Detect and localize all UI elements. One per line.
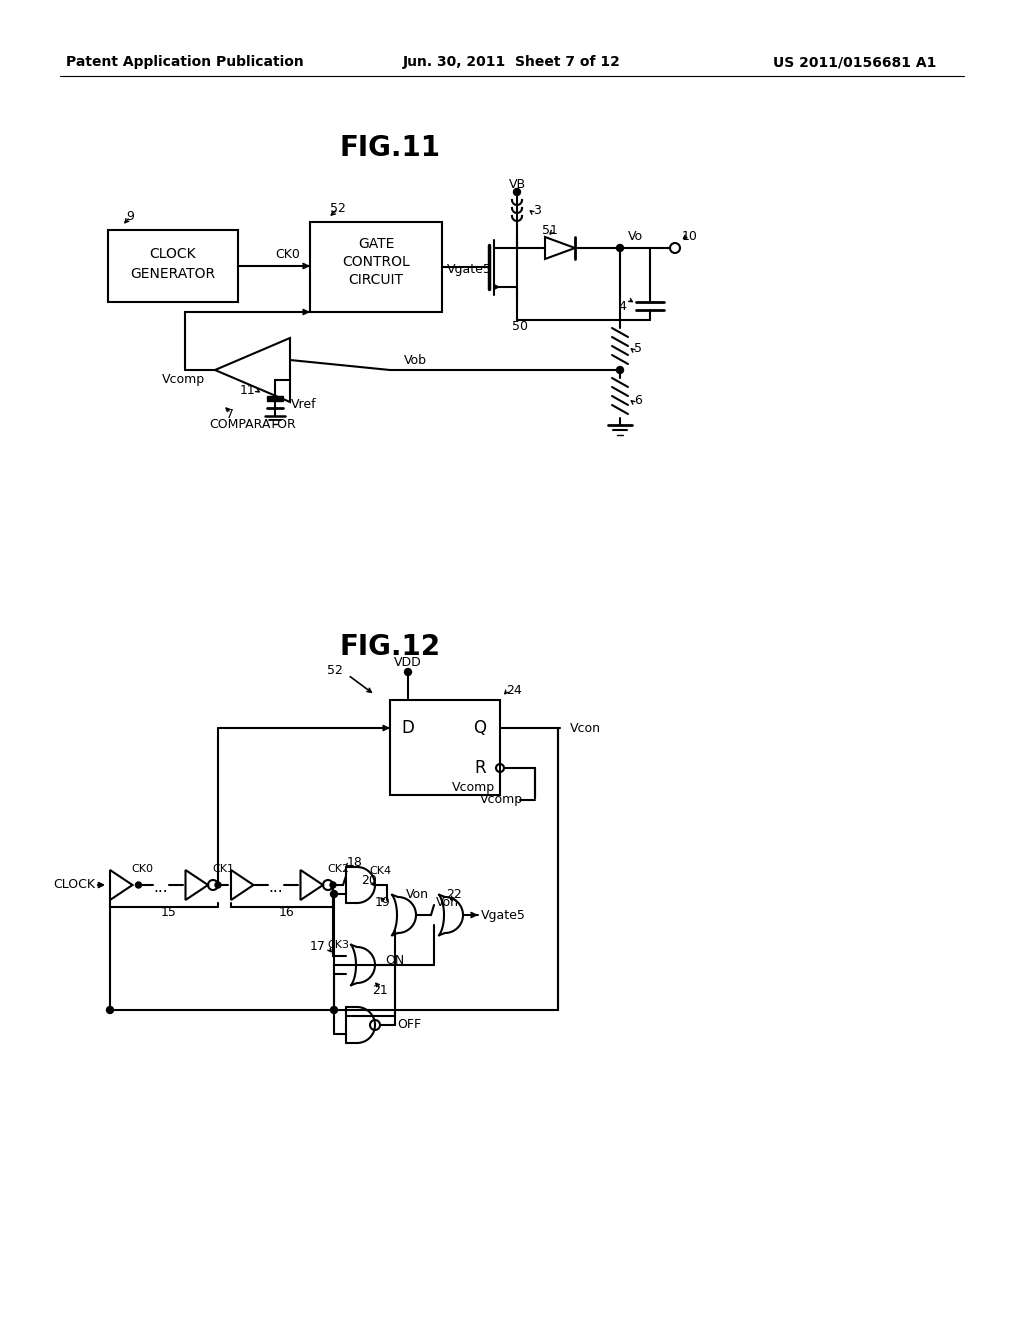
Text: R: R <box>474 759 485 777</box>
Text: 11: 11 <box>240 384 255 397</box>
Text: CK1: CK1 <box>212 865 234 874</box>
Circle shape <box>616 367 624 374</box>
Text: US 2011/0156681 A1: US 2011/0156681 A1 <box>773 55 937 69</box>
Text: CK0: CK0 <box>275 248 300 261</box>
Circle shape <box>106 1006 114 1014</box>
Text: 50: 50 <box>512 321 528 334</box>
Text: 51: 51 <box>542 223 558 236</box>
Text: 4: 4 <box>618 300 626 313</box>
Text: VB: VB <box>509 178 525 191</box>
Text: Vcon: Vcon <box>570 722 601 734</box>
Text: 19: 19 <box>375 896 391 909</box>
Text: Q: Q <box>473 719 486 737</box>
Text: CK0: CK0 <box>131 865 154 874</box>
Text: Vref: Vref <box>291 397 316 411</box>
Text: CK3: CK3 <box>327 940 349 950</box>
Text: Vo: Vo <box>628 231 643 243</box>
Circle shape <box>404 668 412 676</box>
Text: CLOCK: CLOCK <box>53 879 95 891</box>
Text: Vob: Vob <box>403 355 427 367</box>
Text: ON: ON <box>385 953 404 966</box>
Circle shape <box>135 882 141 888</box>
Circle shape <box>513 189 520 195</box>
Bar <box>310 222 442 312</box>
Text: Vgate5: Vgate5 <box>481 908 526 921</box>
Text: 16: 16 <box>280 907 295 920</box>
Text: Vcomp: Vcomp <box>480 793 523 807</box>
Text: D: D <box>401 719 415 737</box>
Text: 52: 52 <box>330 202 346 215</box>
Text: Von: Von <box>436 896 459 909</box>
Text: Patent Application Publication: Patent Application Publication <box>67 55 304 69</box>
Text: Von: Von <box>406 888 429 902</box>
Text: ...: ... <box>154 879 168 895</box>
Text: 18: 18 <box>347 857 362 870</box>
Text: OFF: OFF <box>397 1019 421 1031</box>
Text: CIRCUIT: CIRCUIT <box>348 273 403 286</box>
Circle shape <box>616 244 624 252</box>
Text: 20: 20 <box>361 874 377 887</box>
Circle shape <box>331 891 338 898</box>
Text: CONTROL: CONTROL <box>342 255 410 269</box>
Text: FIG.12: FIG.12 <box>339 634 440 661</box>
Text: Jun. 30, 2011  Sheet 7 of 12: Jun. 30, 2011 Sheet 7 of 12 <box>403 55 621 69</box>
Text: COMPARATOR: COMPARATOR <box>210 418 296 432</box>
Text: GENERATOR: GENERATOR <box>130 267 216 281</box>
Text: 5: 5 <box>634 342 642 355</box>
Text: Vcomp: Vcomp <box>452 781 495 795</box>
Text: CK4: CK4 <box>369 866 391 876</box>
Bar <box>267 396 283 401</box>
Text: FIG.11: FIG.11 <box>340 135 440 162</box>
Text: GATE: GATE <box>357 238 394 251</box>
Text: 17: 17 <box>310 940 326 953</box>
Text: 52: 52 <box>327 664 343 676</box>
Text: Vcomp: Vcomp <box>162 374 205 387</box>
Text: CLOCK: CLOCK <box>150 247 197 261</box>
Text: ...: ... <box>268 879 283 895</box>
Text: 9: 9 <box>126 210 134 223</box>
Bar <box>390 700 500 795</box>
Circle shape <box>330 882 336 888</box>
Text: 3: 3 <box>534 203 541 216</box>
Text: 10: 10 <box>682 230 698 243</box>
Text: Vgate5: Vgate5 <box>447 263 492 276</box>
Text: 6: 6 <box>634 393 642 407</box>
Text: 22: 22 <box>446 888 462 902</box>
Text: CK2: CK2 <box>327 865 349 874</box>
Circle shape <box>215 882 221 888</box>
Text: 24: 24 <box>506 684 522 697</box>
Text: 7: 7 <box>226 408 234 421</box>
Text: VDD: VDD <box>394 656 422 668</box>
Bar <box>108 230 238 302</box>
Circle shape <box>331 1006 338 1014</box>
Text: 21: 21 <box>372 983 388 997</box>
Text: 15: 15 <box>161 907 177 920</box>
